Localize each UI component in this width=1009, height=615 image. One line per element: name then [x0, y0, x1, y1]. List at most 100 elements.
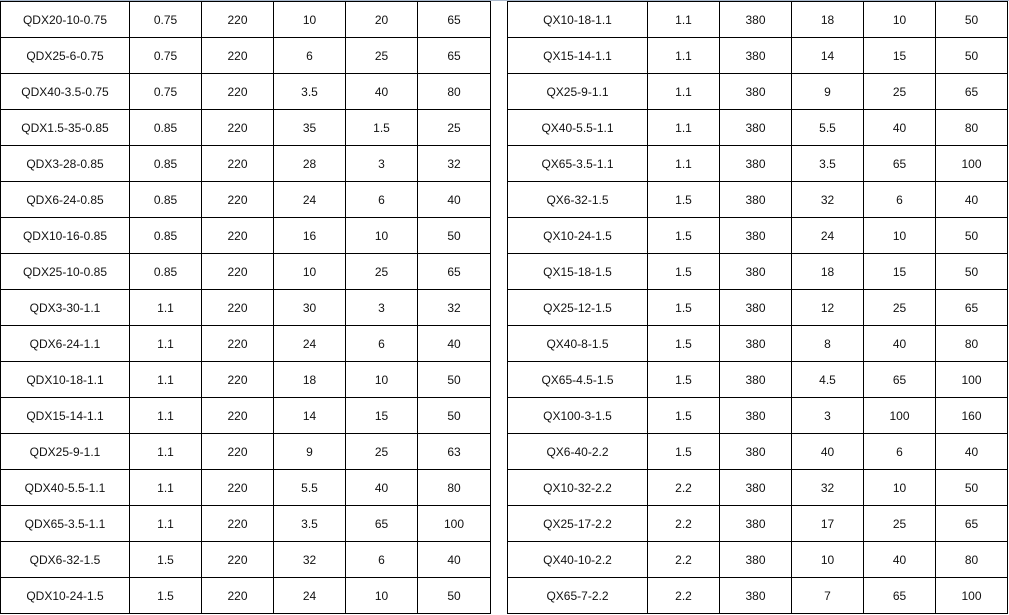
- left-value-cell: 3: [345, 289, 418, 326]
- right-model-cell: QX65-7-2.2: [507, 577, 648, 614]
- right-value-cell: 40: [935, 433, 1008, 470]
- left-value-cell: 220: [201, 541, 274, 578]
- right-value-cell: 10: [863, 469, 936, 506]
- right-value-cell: 4.5: [791, 361, 864, 398]
- right-value-cell: 380: [719, 325, 792, 362]
- right-value-cell: 380: [719, 433, 792, 470]
- right-value-cell: 2.2: [647, 541, 720, 578]
- spacer-cell: [490, 217, 508, 254]
- left-value-cell: 63: [417, 433, 491, 470]
- right-value-cell: 32: [791, 469, 864, 506]
- left-model-cell: QDX65-3.5-1.1: [0, 505, 130, 542]
- right-model-cell: QX40-8-1.5: [507, 325, 648, 362]
- left-model-cell: QDX25-9-1.1: [0, 433, 130, 470]
- right-value-cell: 160: [935, 397, 1008, 434]
- left-value-cell: 24: [273, 181, 346, 218]
- right-value-cell: 1.5: [647, 253, 720, 290]
- right-value-cell: 380: [719, 289, 792, 326]
- left-value-cell: 10: [345, 361, 418, 398]
- left-model-cell: QDX25-10-0.85: [0, 253, 130, 290]
- spacer-cell: [490, 109, 508, 146]
- left-value-cell: 3: [345, 145, 418, 182]
- left-value-cell: 10: [273, 1, 346, 38]
- right-value-cell: 1.1: [647, 37, 720, 74]
- left-value-cell: 0.75: [129, 73, 202, 110]
- table-row: QDX3-30-1.1 1.1 220 30 3 32 QX25-12-1.5 1.5 380 1…: [0, 289, 1008, 326]
- right-model-cell: QX6-32-1.5: [507, 181, 648, 218]
- left-value-cell: 0.85: [129, 145, 202, 182]
- right-value-cell: 100: [935, 145, 1008, 182]
- left-model-cell: QDX10-24-1.5: [0, 577, 130, 614]
- table-row: QDX25-6-0.75 0.75 220 6 25 65 QX15-14-1.1 1.1 38…: [0, 37, 1008, 74]
- right-value-cell: 10: [863, 217, 936, 254]
- right-model-cell: QX40-10-2.2: [507, 541, 648, 578]
- left-value-cell: 6: [345, 541, 418, 578]
- left-value-cell: 6: [345, 325, 418, 362]
- left-model-cell: QDX6-24-0.85: [0, 181, 130, 218]
- left-value-cell: 32: [417, 289, 491, 326]
- left-value-cell: 35: [273, 109, 346, 146]
- table-row: QDX10-16-0.85 0.85 220 16 10 50 QX10-24-1.5 1.5…: [0, 217, 1008, 254]
- right-value-cell: 65: [863, 361, 936, 398]
- left-value-cell: 40: [417, 541, 491, 578]
- right-value-cell: 65: [935, 289, 1008, 326]
- left-value-cell: 220: [201, 469, 274, 506]
- left-value-cell: 30: [273, 289, 346, 326]
- left-value-cell: 1.1: [129, 469, 202, 506]
- left-model-cell: QDX25-6-0.75: [0, 37, 130, 74]
- left-value-cell: 1.5: [129, 541, 202, 578]
- right-value-cell: 8: [791, 325, 864, 362]
- right-value-cell: 40: [935, 181, 1008, 218]
- right-value-cell: 1.5: [647, 289, 720, 326]
- right-model-cell: QX10-24-1.5: [507, 217, 648, 254]
- left-value-cell: 25: [345, 253, 418, 290]
- right-value-cell: 80: [935, 325, 1008, 362]
- table-row: QDX10-24-1.5 1.5 220 24 10 50 QX65-7-2.2 2.2 380…: [0, 577, 1008, 614]
- left-value-cell: 1.1: [129, 361, 202, 398]
- right-value-cell: 380: [719, 109, 792, 146]
- left-value-cell: 32: [417, 145, 491, 182]
- left-model-cell: QDX3-28-0.85: [0, 145, 130, 182]
- left-value-cell: 0.75: [129, 1, 202, 38]
- right-value-cell: 6: [863, 181, 936, 218]
- right-value-cell: 18: [791, 1, 864, 38]
- right-model-cell: QX6-40-2.2: [507, 433, 648, 470]
- right-value-cell: 25: [863, 505, 936, 542]
- left-value-cell: 220: [201, 433, 274, 470]
- right-value-cell: 1.1: [647, 1, 720, 38]
- right-value-cell: 1.1: [647, 73, 720, 110]
- right-value-cell: 32: [791, 181, 864, 218]
- right-value-cell: 100: [935, 577, 1008, 614]
- right-value-cell: 1.5: [647, 397, 720, 434]
- left-value-cell: 65: [417, 1, 491, 38]
- spacer-cell: [490, 1, 508, 38]
- right-value-cell: 1.5: [647, 361, 720, 398]
- left-value-cell: 65: [345, 505, 418, 542]
- left-value-cell: 80: [417, 469, 491, 506]
- right-model-cell: QX65-3.5-1.1: [507, 145, 648, 182]
- left-value-cell: 50: [417, 577, 491, 614]
- left-value-cell: 5.5: [273, 469, 346, 506]
- left-model-cell: QDX3-30-1.1: [0, 289, 130, 326]
- spacer-cell: [490, 505, 508, 542]
- right-value-cell: 3: [791, 397, 864, 434]
- left-value-cell: 10: [345, 577, 418, 614]
- right-value-cell: 380: [719, 541, 792, 578]
- right-value-cell: 1.5: [647, 325, 720, 362]
- right-value-cell: 15: [863, 37, 936, 74]
- left-value-cell: 1.1: [129, 289, 202, 326]
- left-value-cell: 0.85: [129, 109, 202, 146]
- right-value-cell: 25: [863, 289, 936, 326]
- left-value-cell: 220: [201, 397, 274, 434]
- left-model-cell: QDX40-3.5-0.75: [0, 73, 130, 110]
- right-value-cell: 380: [719, 145, 792, 182]
- left-value-cell: 1.1: [129, 325, 202, 362]
- spacer-cell: [490, 433, 508, 470]
- left-value-cell: 50: [417, 397, 491, 434]
- left-value-cell: 10: [273, 253, 346, 290]
- right-value-cell: 380: [719, 73, 792, 110]
- left-value-cell: 220: [201, 37, 274, 74]
- left-value-cell: 50: [417, 217, 491, 254]
- table-row: QDX25-9-1.1 1.1 220 9 25 63 QX6-40-2.2 1.5 380 40…: [0, 433, 1008, 470]
